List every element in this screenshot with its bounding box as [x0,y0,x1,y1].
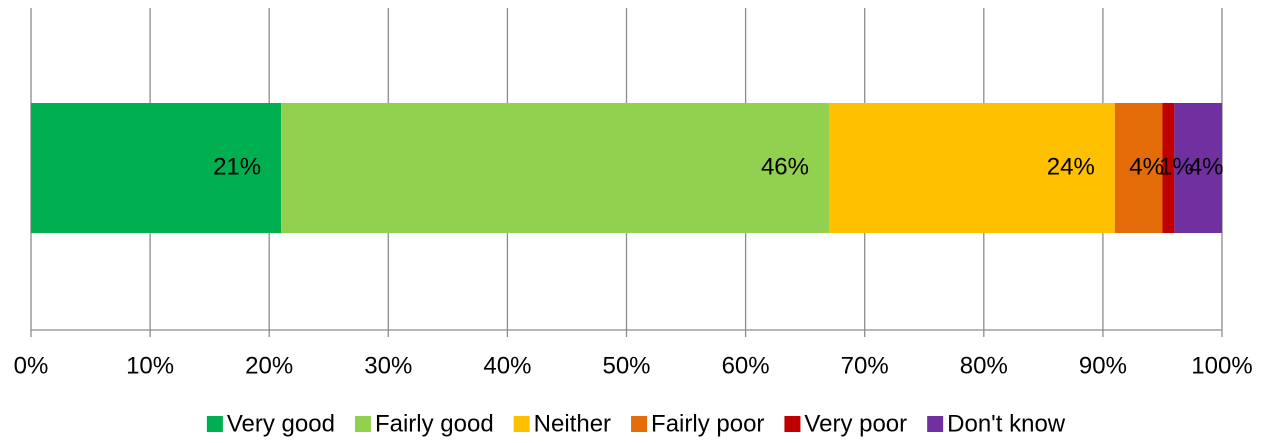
legend-label: Don't know [947,410,1066,437]
data-label: 4% [1129,153,1164,180]
data-label: 46% [761,153,809,180]
x-tick-label: 100% [1191,352,1252,379]
x-tick-label: 0% [14,352,49,379]
legend-swatch [927,416,944,432]
legend-swatch [513,416,530,432]
x-tick-label: 40% [483,352,531,379]
bar-segment [1114,103,1163,233]
bar-segment [281,103,829,233]
legend-swatch [354,416,371,432]
data-label: 1% [1159,153,1194,180]
legend-label: Neither [534,410,611,437]
x-tick-label: 20% [245,352,293,379]
x-tick-label: 80% [960,352,1008,379]
legend-label: Fairly poor [651,410,764,437]
legend-swatch [784,416,801,432]
x-tick-label: 10% [126,352,174,379]
data-label: 21% [213,153,261,180]
bar-segment [828,103,1115,233]
bar-segment [1162,103,1175,233]
legend-label: Very good [227,410,335,437]
data-label: 24% [1047,153,1095,180]
x-tick-label: 60% [722,352,770,379]
x-tick-label: 50% [602,352,650,379]
bar-segment [31,103,282,233]
x-tick-label: 90% [1079,352,1127,379]
bar-segment [1174,103,1222,233]
legend-label: Fairly good [375,410,494,437]
legend-swatch [206,416,223,432]
x-tick-label: 70% [841,352,889,379]
x-tick-label: 30% [364,352,412,379]
legend-swatch [631,416,648,432]
data-label: 4% [1189,153,1224,180]
legend-label: Very poor [804,410,907,437]
